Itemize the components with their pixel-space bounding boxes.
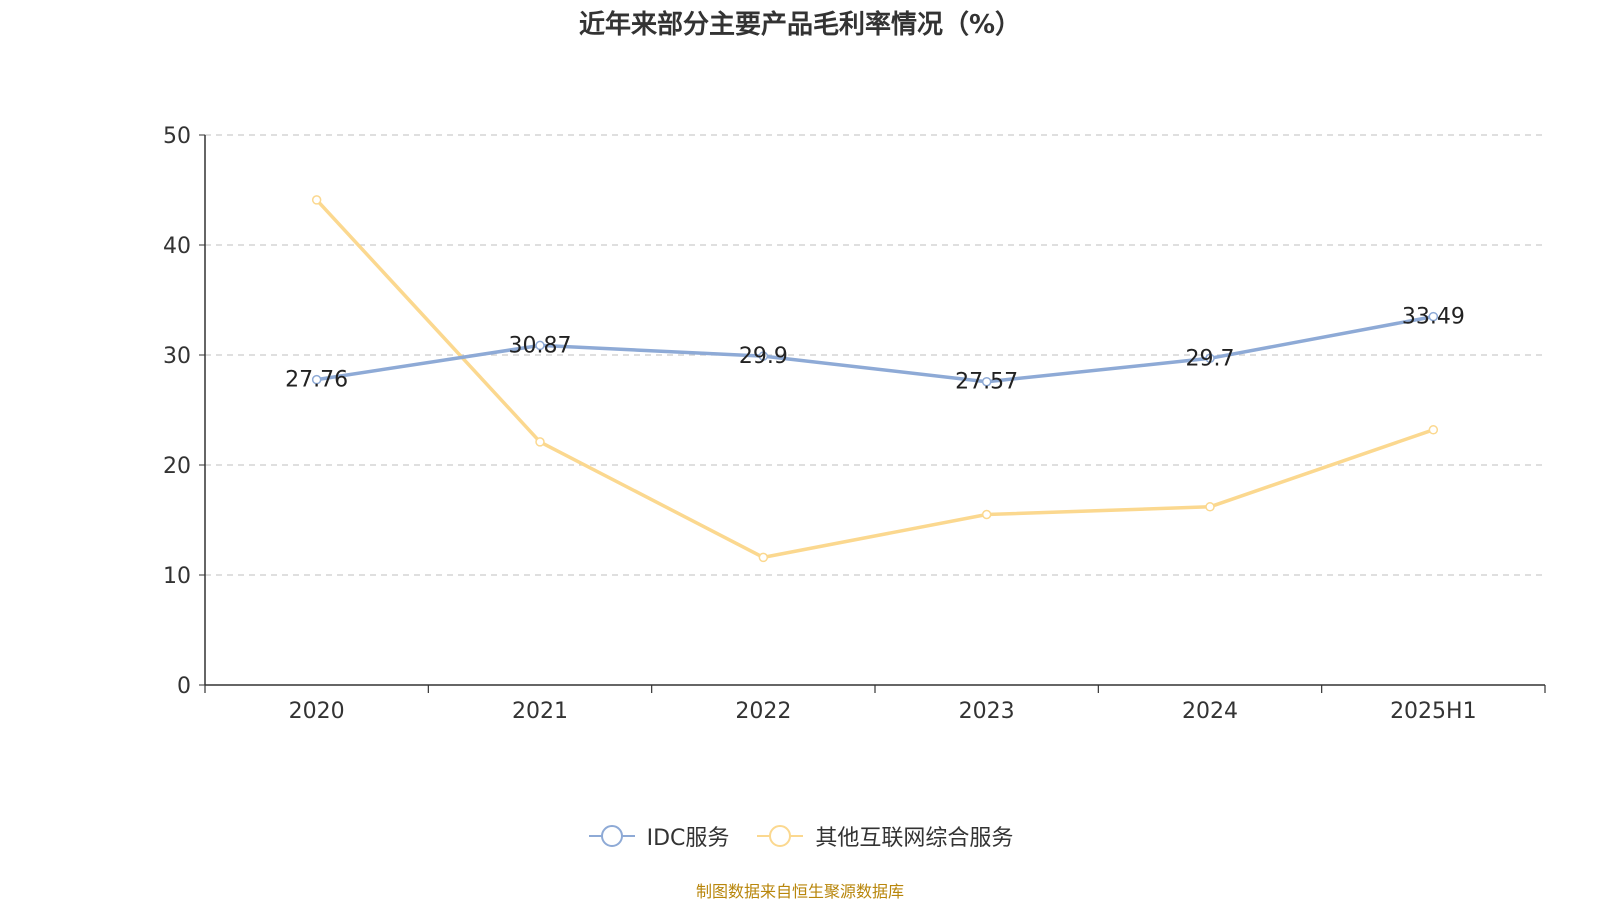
x-tick-label: 2023 [959, 699, 1015, 724]
data-point [758, 351, 769, 361]
data-label: 29.9 [739, 344, 788, 369]
data-point [758, 552, 769, 563]
legend-item-idc[interactable]: IDC服务 [587, 820, 730, 852]
y-tick-label: 30 [163, 344, 191, 369]
y-tick-label: 20 [163, 454, 191, 479]
data-point [535, 437, 545, 447]
x-tick-label: 2020 [289, 699, 345, 724]
series-line-0 [314, 314, 1436, 384]
data-point [1205, 353, 1215, 364]
data-point [311, 195, 322, 205]
y-tick-label: 50 [163, 124, 191, 149]
legend-label-other: 其他互联网综合服务 [815, 826, 1014, 851]
series-lines [311, 195, 1439, 563]
data-label: 27.76 [285, 368, 348, 393]
data-point [1205, 502, 1215, 512]
x-tick-label: 2025H1 [1390, 699, 1477, 724]
grid-lines [205, 134, 1545, 576]
axes: 0 10 20 30 40 50 2020 2021 2022 2023 2024 2025H1 [163, 124, 1546, 724]
y-tick-label: 0 [177, 674, 191, 699]
data-point [1428, 311, 1439, 322]
series-line-1 [314, 198, 1436, 560]
data-label: 29.7 [1186, 346, 1235, 371]
data-label: 30.87 [509, 333, 572, 358]
data-point [1428, 425, 1439, 435]
legend-label-idc: IDC服务 [646, 826, 730, 851]
data-labels: 27.76 30.87 29.9 27.57 29.7 33.49 [285, 305, 1465, 395]
data-point [311, 374, 322, 385]
legend: IDC服务 其他互联网综合服务 [0, 820, 1600, 852]
source-note: 制图数据来自恒生聚源数据库 [695, 882, 904, 901]
legend-item-other[interactable]: 其他互联网综合服务 [755, 820, 1013, 852]
x-tick-label: 2021 [512, 699, 568, 724]
data-point [535, 340, 545, 351]
data-label: 27.57 [955, 370, 1018, 395]
chart-title: 近年来部分主要产品毛利率情况（%） [578, 10, 1022, 40]
data-label: 33.49 [1402, 305, 1465, 330]
x-tick-label: 2022 [735, 699, 791, 724]
x-tick-label: 2024 [1182, 699, 1238, 724]
y-tick-label: 40 [163, 234, 191, 259]
data-point [981, 376, 992, 387]
y-tick-label: 10 [163, 564, 191, 589]
legend-idc-icon [588, 825, 635, 847]
data-point [981, 509, 992, 520]
legend-other-icon [757, 825, 804, 847]
